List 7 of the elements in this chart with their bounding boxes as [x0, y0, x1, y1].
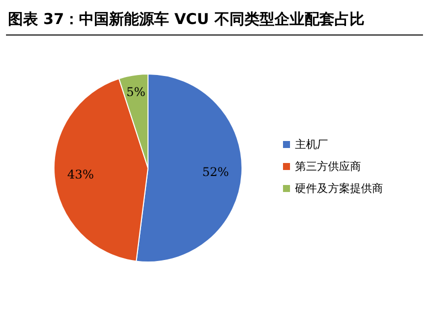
chart-title: 图表 37：中国新能源车 VCU 不同类型企业配套占比	[8, 10, 364, 28]
data-label: 52%	[202, 165, 229, 180]
data-label: 5%	[126, 84, 146, 99]
legend-label: 第三方供应商	[295, 160, 361, 173]
legend-label: 主机厂	[295, 138, 328, 151]
legend-label: 硬件及方案提供商	[295, 182, 383, 195]
data-label: 43%	[67, 167, 94, 182]
